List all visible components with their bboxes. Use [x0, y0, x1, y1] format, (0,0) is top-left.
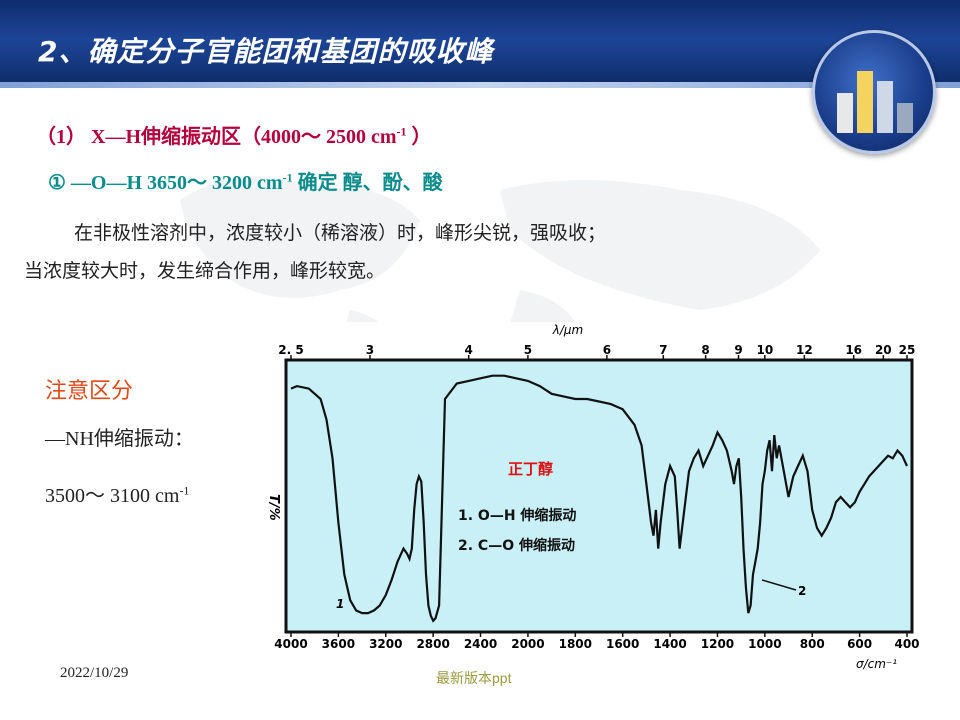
- top-tick-label: 9: [734, 343, 742, 357]
- nh-range-sup: -1: [179, 483, 190, 498]
- top-tick-label: 7: [659, 343, 667, 357]
- section-heading-sup: -1: [396, 124, 407, 139]
- top-axis-label: λ/μm: [552, 323, 583, 337]
- oh-stretch-text: ① —O—H 3650～ 3200 cm: [48, 172, 283, 194]
- oh-stretch-end: 确定 醇、酚、酸: [292, 172, 443, 194]
- plot-area: [284, 358, 914, 634]
- top-tick-labels: 2. 5 3 4 5 6 7 8 9 10 12 16 20 25: [278, 343, 915, 360]
- top-tick-label: 25: [899, 343, 916, 357]
- x-tick-label: 2800: [416, 637, 449, 651]
- top-tick-label: 6: [603, 343, 611, 357]
- ir-spectrum-chart: λ/μm 2. 5 3 4 5 6 7 8 9 10 12 16 20 25 T/% 正丁醇 1. O—…: [258, 322, 924, 684]
- x-axis-label: σ/cm⁻¹: [856, 657, 897, 671]
- x-tick-label: 1800: [559, 637, 592, 651]
- nh-stretch-range: 3500～ 3100 cm-1: [45, 479, 189, 508]
- annotation-2: 2: [798, 584, 806, 598]
- annotation-1: 1: [336, 597, 344, 611]
- footer-text: 最新版本ppt: [436, 670, 512, 686]
- annotation-2-leader: [761, 579, 797, 591]
- legend-entry-co: 2. C—O 伸缩振动: [458, 537, 575, 554]
- x-tick-label: 400: [894, 637, 919, 651]
- chart-title: 正丁醇: [508, 460, 553, 478]
- x-tick-label: 4000: [274, 637, 307, 651]
- paragraph-line-1: 在非极性溶剂中，浓度较小（稀溶液）时，峰形尖锐，强吸收；: [74, 222, 607, 244]
- top-tick-label: 10: [756, 343, 773, 357]
- chart-logo-icon: [812, 30, 936, 154]
- note-title: 注意区分: [45, 379, 134, 404]
- x-tick-label: 1000: [748, 637, 781, 651]
- top-tick-label: 3: [366, 343, 374, 357]
- slide-title: 2、确定分子官能团和基团的吸收峰: [38, 35, 494, 68]
- nh-range-text: 3500～ 3100 cm: [45, 485, 180, 507]
- top-tick-label: 20: [875, 343, 892, 357]
- top-tick-label: 4: [465, 343, 473, 357]
- top-tick-label: 16: [845, 343, 862, 357]
- x-tick-label: 3600: [322, 637, 355, 651]
- top-tick-label: 12: [796, 343, 813, 357]
- x-tick-label: 800: [800, 637, 825, 651]
- x-tick-label: 1400: [653, 637, 686, 651]
- section-heading-end: ）: [406, 126, 432, 148]
- spectrum-series-line: [290, 374, 909, 623]
- oh-stretch-sup: -1: [282, 170, 293, 185]
- nh-stretch-label: —NH伸缩振动：: [45, 428, 194, 450]
- paragraph-line-2: 当浓度较大时，发生缔合作用，峰形较宽。: [24, 260, 386, 282]
- ir-spectrum-svg: λ/μm 2. 5 3 4 5 6 7 8 9 10 12 16 20 25 T/% 正丁醇 1. O—…: [266, 323, 920, 671]
- section-heading: （1） X—H伸缩振动区（4000～ 2500 cm-1 ）: [36, 120, 432, 149]
- top-tick-label: 8: [701, 343, 709, 357]
- y-axis-label: T/%: [266, 494, 281, 521]
- slide-date: 2022/10/29: [60, 665, 129, 681]
- title-banner: [0, 0, 960, 88]
- x-tick-label: 1600: [606, 637, 639, 651]
- x-tick-label: 600: [847, 637, 872, 651]
- x-tick-label: 2000: [511, 637, 544, 651]
- legend-entry-oh: 1. O—H 伸缩振动: [458, 507, 576, 524]
- top-tick-label: 2. 5: [278, 343, 303, 357]
- bottom-tick-labels: 4000 3600 3200 2800 2400 2000 1800 1600 1400 1200…: [274, 632, 920, 651]
- x-tick-label: 2400: [464, 637, 497, 651]
- banner-stripe: [0, 82, 960, 88]
- x-tick-label: 3200: [369, 637, 402, 651]
- oh-stretch-line: ① —O—H 3650～ 3200 cm-1 确定 醇、酚、酸: [48, 166, 443, 195]
- top-tick-label: 5: [524, 343, 532, 357]
- description-paragraph: 在非极性溶剂中，浓度较小（稀溶液）时，峰形尖锐，强吸收； 当浓度较大时，发生缔合…: [24, 214, 844, 290]
- section-heading-text: （1） X—H伸缩振动区（4000～ 2500 cm: [36, 126, 397, 148]
- x-tick-label: 1200: [701, 637, 734, 651]
